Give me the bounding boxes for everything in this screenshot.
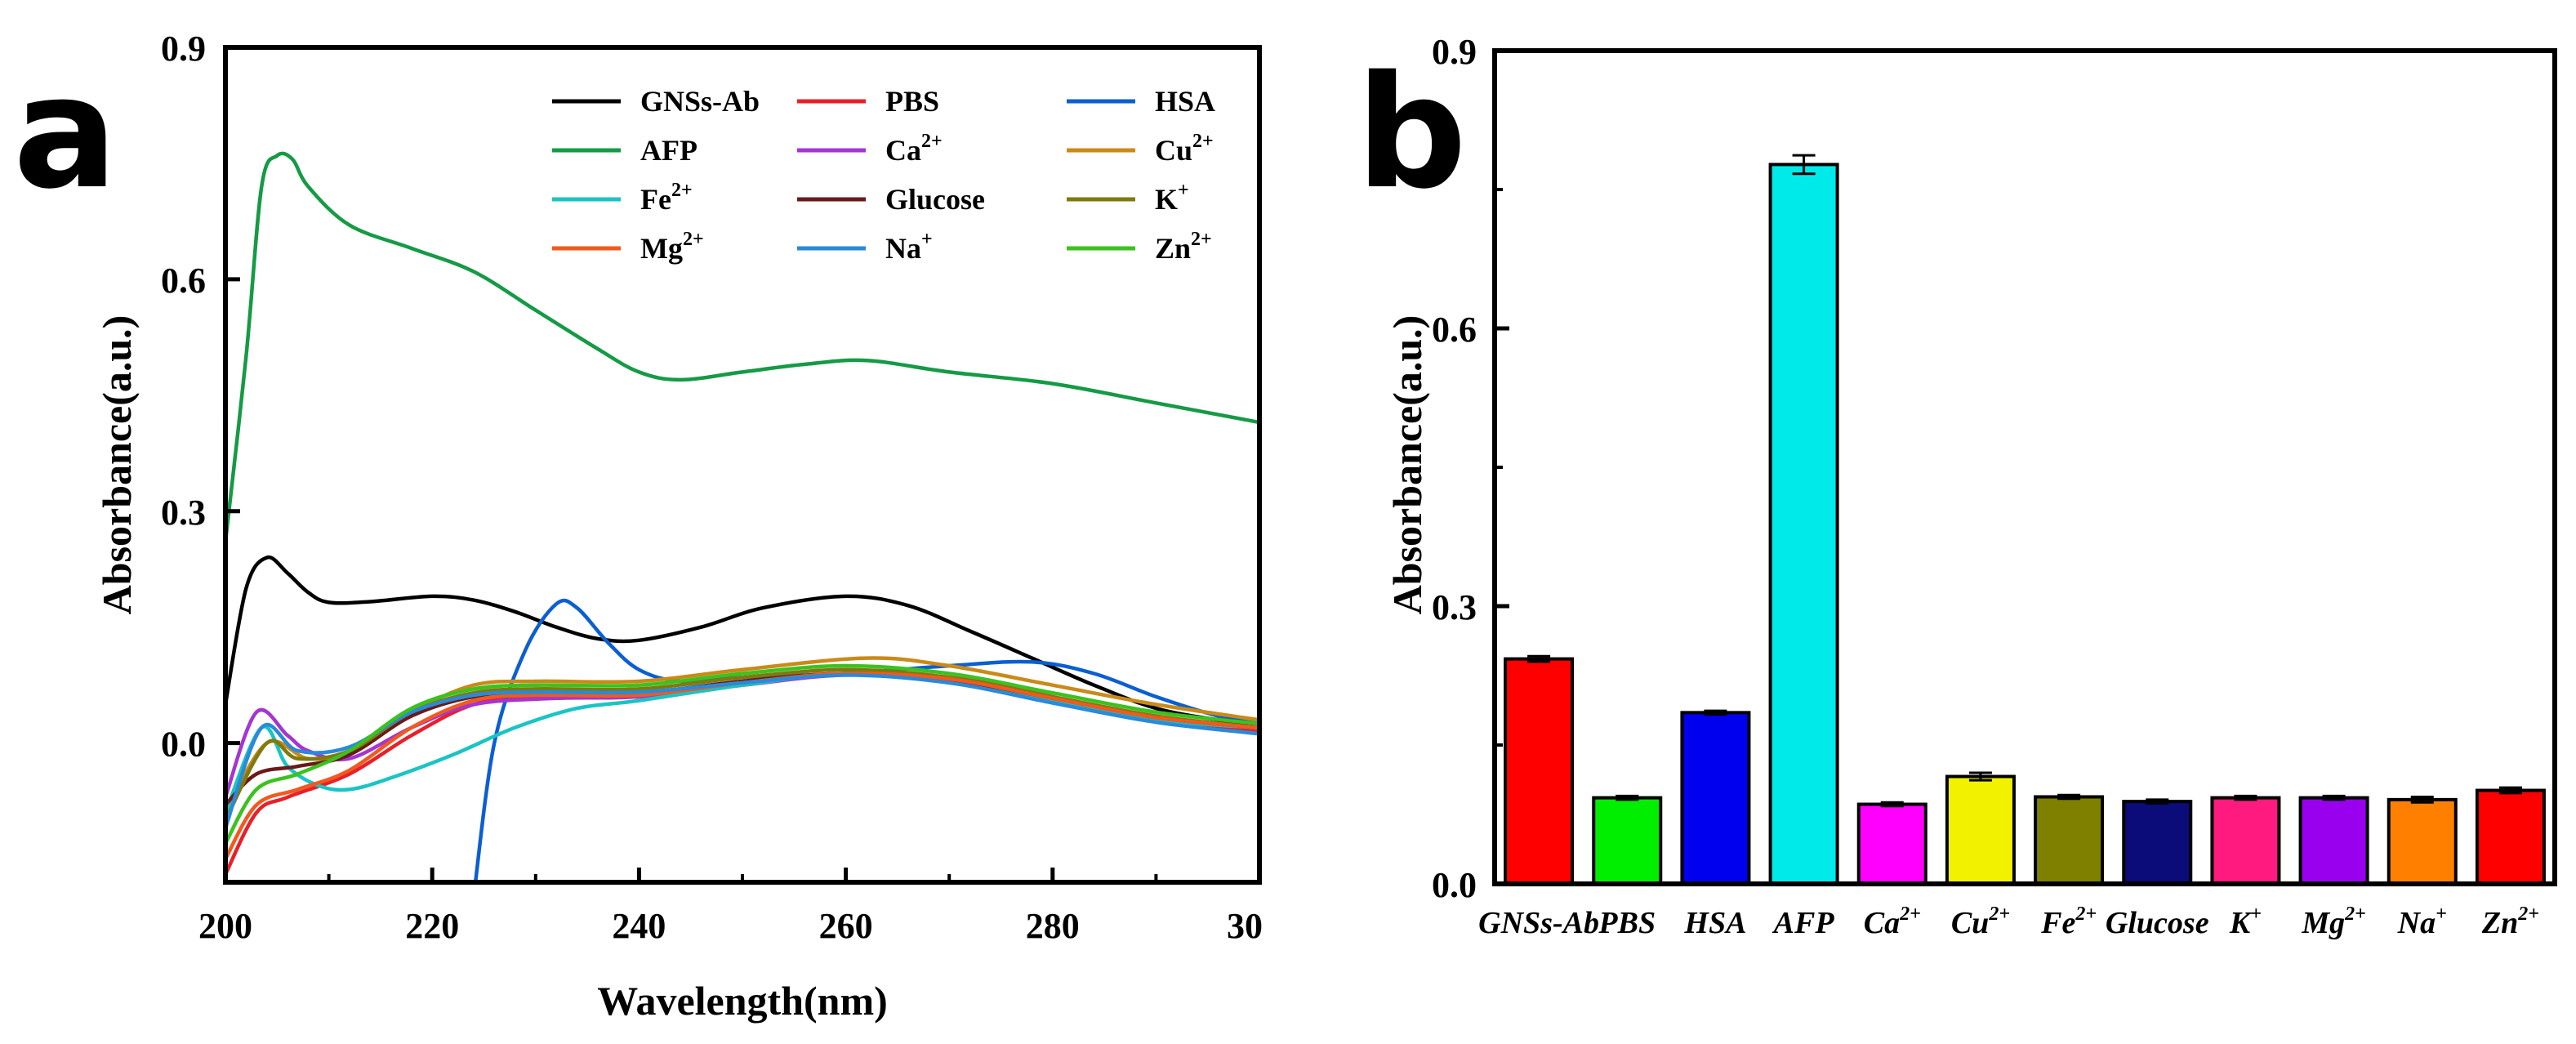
panel-letter-a: a: [13, 42, 118, 223]
legend-label: Ca2+: [885, 131, 943, 167]
bars: [1504, 154, 2546, 886]
series-line-zn-ion: [225, 663, 1259, 845]
bar-mg: [2298, 796, 2369, 886]
x-tick-label: 220: [405, 906, 459, 946]
category-label: Na+: [2397, 903, 2447, 940]
series-line-hsa: [473, 598, 1259, 882]
bar-pbs: [1592, 796, 1663, 886]
left-y-axis-title: Absorbance(a.u.): [94, 315, 140, 615]
selectivity-bar-chart: 0.0 0.3 0.6 0.9 GNSs-Ab PBS HSA AFP Ca2+ Cu2+ Fe2…: [1384, 32, 2557, 940]
legend-label: GNSs-Ab: [640, 85, 760, 118]
y-tick-label: 0.0: [161, 725, 206, 765]
series-line-afp: [225, 151, 1259, 542]
series-line-fe-ion: [225, 671, 1259, 814]
category-label: Fe2+: [2040, 903, 2097, 940]
right-axis-ticks: 0.0 0.3 0.6 0.9: [1432, 32, 1509, 905]
category-label: Ca2+: [1864, 903, 1921, 940]
legend-label: K+: [1155, 180, 1189, 216]
panel-letter-b: b: [1356, 42, 1467, 223]
x-tick-label: 260: [819, 906, 873, 946]
x-tick-label: 240: [612, 906, 666, 946]
y-tick-label: 0.9: [1432, 32, 1477, 72]
right-plot-frame: [1492, 48, 2557, 886]
legend-label: Mg2+: [640, 229, 704, 265]
left-x-axis-title: Wavelength(nm): [597, 978, 888, 1024]
bar-glucose: [2122, 800, 2193, 886]
right-y-axis-title: Absorbance(a.u.): [1384, 315, 1430, 615]
category-label: Glucose: [2106, 906, 2209, 940]
series-line-na-ion: [225, 673, 1259, 829]
spectra-line-chart: 200 220 240 260 280 30 0.0 0.3 0.6 0.9 GNSs-Ab PBS…: [94, 29, 1263, 1024]
legend-label: PBS: [885, 85, 939, 118]
category-label: GNSs-Ab: [1478, 906, 1599, 940]
bar-afp: [1768, 163, 1839, 886]
spectra-legend: GNSs-Ab PBS HSA AFP Ca2+ Cu2+ Fe2+ Glucose K+ Mg2…: [552, 85, 1215, 265]
bar-gnss-ab: [1504, 657, 1575, 886]
x-tick-label: 200: [198, 906, 252, 946]
category-label: Cu2+: [1951, 903, 2010, 940]
legend-label: Zn2+: [1155, 229, 1212, 265]
category-label: AFP: [1772, 906, 1835, 940]
left-axis-ticks: 200 220 240 260 280 30 0.0 0.3 0.6 0.9: [161, 29, 1263, 946]
legend-label: Cu2+: [1155, 131, 1214, 167]
series-line-mg-ion: [225, 671, 1259, 860]
legend-label: HSA: [1155, 85, 1215, 118]
legend-label: Na+: [885, 229, 933, 265]
bar-hsa: [1680, 711, 1751, 886]
bar-cu: [1945, 774, 2016, 886]
y-tick-label: 0.6: [1432, 310, 1477, 350]
legend-label: Fe2+: [640, 180, 693, 216]
category-label: PBS: [1598, 906, 1656, 940]
y-tick-label: 0.3: [161, 493, 206, 533]
bar-k: [2210, 796, 2281, 886]
bar-zn: [2475, 788, 2546, 886]
bar-ca: [1856, 802, 1928, 886]
category-label: Zn2+: [2481, 903, 2539, 940]
category-label: Mg2+: [2301, 903, 2365, 940]
y-tick-label: 0.3: [1432, 587, 1477, 627]
y-tick-label: 0.9: [161, 29, 206, 69]
spectra-lines: [225, 151, 1259, 882]
bar-na: [2387, 797, 2458, 886]
x-tick-label: 280: [1026, 906, 1080, 946]
y-tick-label: 0.6: [161, 261, 206, 301]
bar-fe: [2034, 795, 2105, 886]
legend-label: Glucose: [885, 183, 985, 216]
legend-label: AFP: [640, 134, 697, 167]
bar-category-labels: GNSs-Ab PBS HSA AFP Ca2+ Cu2+ Fe2+ Glucose K+ Mg2…: [1478, 903, 2539, 940]
y-tick-label: 0.0: [1432, 865, 1477, 905]
category-label: HSA: [1683, 906, 1746, 940]
x-tick-label: 30: [1227, 906, 1263, 946]
category-label: K+: [2229, 903, 2262, 940]
series-line-gnss-ab: [225, 555, 1259, 726]
